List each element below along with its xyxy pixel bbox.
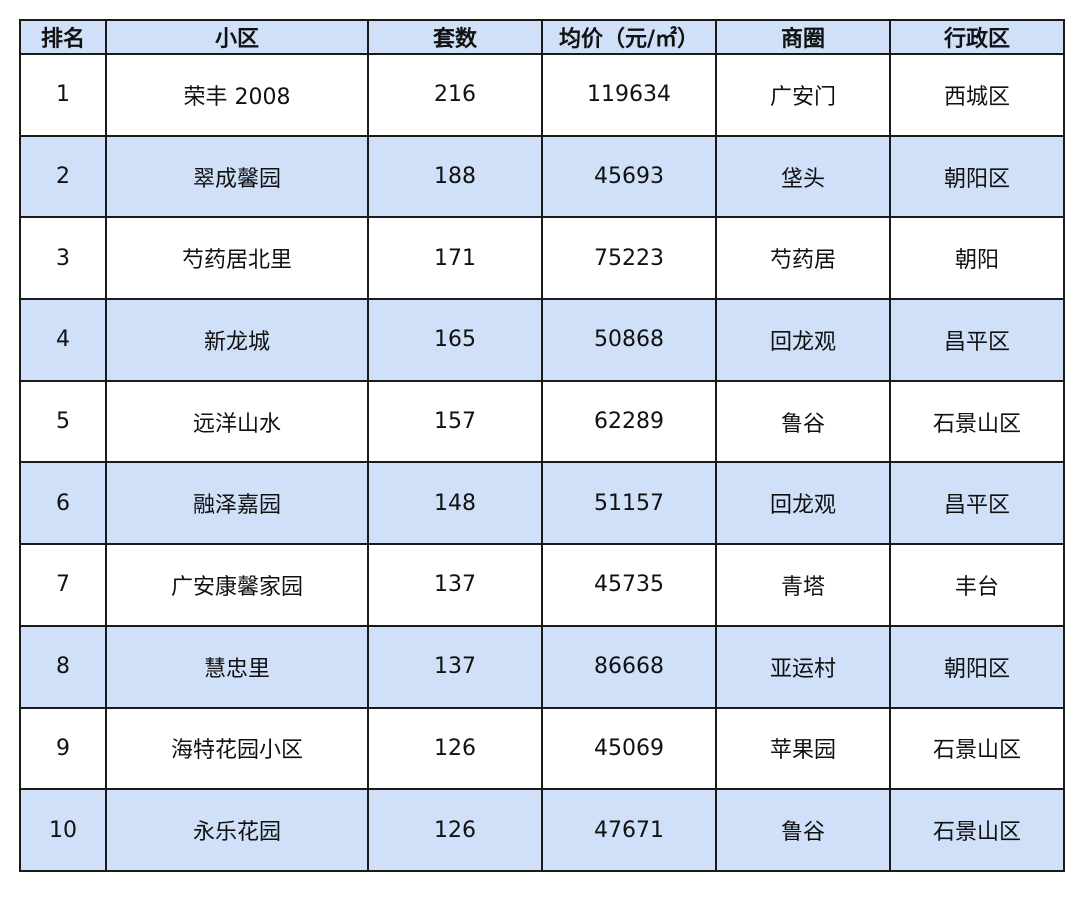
cell-district: 石景山区 [889,788,1065,872]
ranking-table: 排名 小区 套数 均价（元/㎡） 商圈 行政区 1 荣丰 2008 216 119634 广安门西… [19,19,1065,872]
cell-business-district: 青塔 [715,543,891,627]
table-row: 4 新龙城 165 50868 回龙观 昌平区 [19,298,1065,382]
cell-community: 慧忠里 [105,624,369,709]
cell-avg-price: 86668 [541,624,717,709]
cell-units: 188 [367,134,543,219]
cell-avg-price: 75223 [541,216,717,301]
cell-avg-price: 51157 [541,461,717,546]
cell-district: 朝阳 [889,216,1065,301]
cell-avg-price: 45693 [541,134,717,219]
table-row: 1 荣丰 2008 216 119634 广安门 西城区 [19,53,1065,137]
table-row: 8 慧忠里 137 86668 亚运村 朝阳区 [19,624,1065,709]
cell-rank: 2 [19,134,107,219]
cell-district: 石景山区 [889,379,1065,464]
cell-units: 157 [367,379,543,464]
header-district: 行政区 [889,19,1065,55]
cell-business-district: 广安门 [715,53,891,137]
table-row: 10 永乐花园 126 47671 鲁谷 石景山区 [19,788,1065,872]
table-row: 6 融泽嘉园 148 51157 回龙观 昌平区 [19,461,1065,546]
cell-district: 朝阳区 [889,134,1065,219]
table-header-row: 排名 小区 套数 均价（元/㎡） 商圈 行政区 [19,19,1065,55]
cell-units: 126 [367,706,543,791]
cell-avg-price: 47671 [541,788,717,872]
cell-community: 新龙城 [105,298,369,382]
cell-community: 融泽嘉园 [105,461,369,546]
cell-avg-price: 119634 [541,53,717,137]
cell-units: 137 [367,624,543,709]
cell-units: 216 [367,53,543,137]
cell-avg-price: 45069 [541,706,717,791]
cell-community: 广安康馨家园 [105,543,369,627]
cell-units: 165 [367,298,543,382]
cell-business-district: 鲁谷 [715,379,891,464]
cell-rank: 7 [19,543,107,627]
cell-rank: 8 [19,624,107,709]
cell-avg-price: 50868 [541,298,717,382]
table-row: 3 芍药居北里 171 75223 芍药居 朝阳 [19,216,1065,301]
cell-district: 昌平区 [889,461,1065,546]
cell-community: 永乐花园 [105,788,369,872]
table-row: 5 远洋山水 157 62289 鲁谷 石景山区 [19,379,1065,464]
cell-district: 丰台 [889,543,1065,627]
cell-community: 海特花园小区 [105,706,369,791]
header-units: 套数 [367,19,543,55]
cell-community: 荣丰 2008 [105,53,369,137]
cell-business-district: 亚运村 [715,624,891,709]
cell-community: 芍药居北里 [105,216,369,301]
cell-units: 126 [367,788,543,872]
cell-rank: 6 [19,461,107,546]
cell-units: 137 [367,543,543,627]
table-row: 2 翠成馨园 188 45693 垡头 朝阳区 [19,134,1065,219]
cell-rank: 1 [19,53,107,137]
cell-rank: 4 [19,298,107,382]
cell-rank: 9 [19,706,107,791]
cell-business-district: 芍药居 [715,216,891,301]
cell-business-district: 鲁谷 [715,788,891,872]
cell-district: 石景山区 [889,706,1065,791]
cell-rank: 5 [19,379,107,464]
cell-business-district: 垡头 [715,134,891,219]
cell-district: 朝阳区 [889,624,1065,709]
header-business-district: 商圈 [715,19,891,55]
cell-rank: 10 [19,788,107,872]
header-rank: 排名 [19,19,107,55]
cell-district: 西城区 [889,53,1065,137]
table-row: 7 广安康馨家园 137 45735 青塔 丰台 [19,543,1065,627]
header-community: 小区 [105,19,369,55]
cell-business-district: 苹果园 [715,706,891,791]
header-avg-price: 均价（元/㎡） [541,19,717,55]
cell-rank: 3 [19,216,107,301]
cell-community: 远洋山水 [105,379,369,464]
cell-units: 148 [367,461,543,546]
cell-avg-price: 45735 [541,543,717,627]
cell-business-district: 回龙观 [715,298,891,382]
cell-avg-price: 62289 [541,379,717,464]
cell-business-district: 回龙观 [715,461,891,546]
cell-community: 翠成馨园 [105,134,369,219]
cell-units: 171 [367,216,543,301]
cell-district: 昌平区 [889,298,1065,382]
table-row: 9 海特花园小区 126 45069 苹果园 石景山区 [19,706,1065,791]
